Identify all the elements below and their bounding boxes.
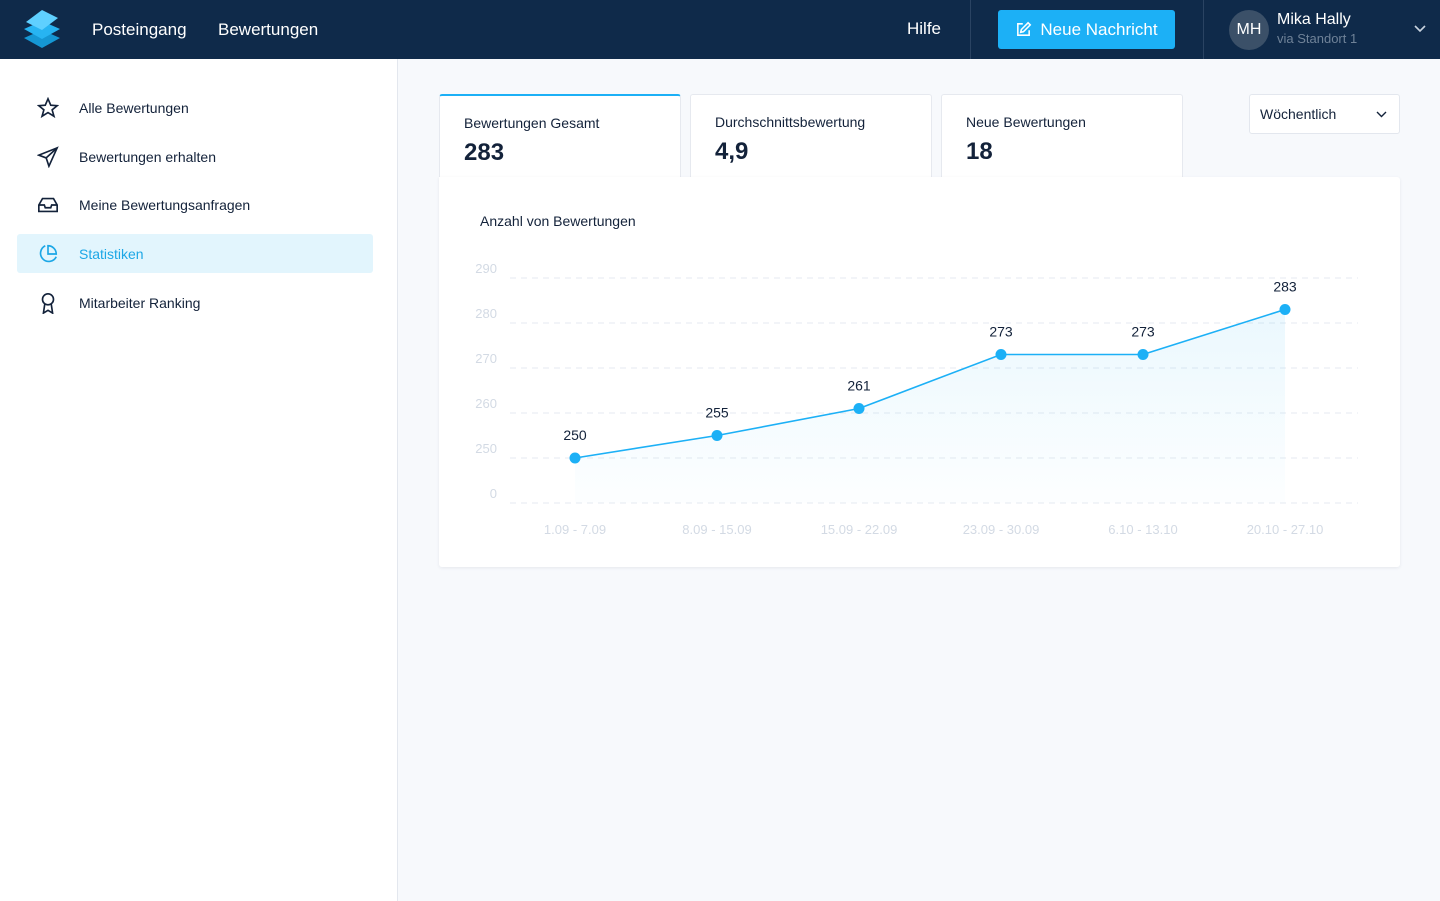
user-name: Mika Hally [1277, 11, 1351, 28]
button-label: Neue Nachricht [1040, 19, 1158, 39]
y-tick-label: 250 [475, 441, 497, 456]
stat-card[interactable]: Bewertungen Gesamt 283 [439, 94, 681, 177]
separator [970, 0, 971, 59]
stat-value: 4,9 [715, 138, 749, 165]
stat-value: 283 [464, 139, 505, 166]
x-tick-label: 15.09 - 22.09 [821, 522, 898, 537]
sidebar-label: Alle Bewertungen [79, 99, 189, 116]
sidebar-label: Statistiken [79, 245, 144, 262]
sidebar-label: Mitarbeiter Ranking [79, 294, 201, 311]
sidebar-item-active[interactable]: Statistiken [17, 234, 373, 273]
new-message-button[interactable]: Neue Nachricht [998, 10, 1175, 49]
stat-value: 18 [966, 138, 993, 165]
sidebar-item[interactable]: Alle Bewertungen [17, 88, 373, 127]
y-tick-label: 260 [475, 396, 497, 411]
pie-icon [39, 244, 58, 262]
chart-title: Anzahl von Bewertungen [480, 213, 636, 229]
star-icon [37, 96, 59, 118]
data-label: 261 [847, 378, 871, 394]
chevron [1376, 111, 1387, 118]
stat-label: Bewertungen Gesamt [464, 115, 600, 131]
data-label: 250 [563, 427, 587, 443]
y-tick-label: 0 [490, 486, 497, 501]
data-point [853, 403, 865, 414]
x-tick-label: 6.10 - 13.10 [1108, 522, 1177, 537]
period-label: Wöchentlich [1260, 106, 1337, 122]
sidebar-label: Bewertungen erhalten [79, 148, 216, 165]
send-icon [37, 145, 59, 168]
line [574, 308, 1286, 459]
data-point [1279, 304, 1291, 315]
sidebar-item[interactable]: Meine Bewertungsanfragen [17, 185, 373, 224]
edit-icon [1017, 21, 1032, 36]
data-point [711, 430, 723, 441]
user-location: via Standort 1 [1277, 31, 1358, 46]
period-select[interactable]: Wöchentlich [1249, 94, 1400, 134]
x-tick-label: 23.09 - 30.09 [963, 522, 1040, 537]
y-tick-label: 280 [475, 306, 497, 321]
nav-link[interactable]: Bewertungen [218, 20, 319, 39]
data-label: 273 [1131, 324, 1155, 340]
chart: Anzahl von Bewertungen 0 250 260 270 280 290 1… [475, 213, 1358, 537]
award-icon [41, 292, 55, 314]
stat-label: Neue Bewertungen [966, 114, 1086, 130]
nav-link[interactable]: Posteingang [92, 20, 187, 39]
data-point [995, 349, 1007, 360]
avatar[interactable]: MH [1229, 10, 1269, 50]
help-link[interactable]: Hilfe [907, 19, 942, 38]
inbox-icon [38, 197, 58, 212]
sidebar-label: Meine Bewertungsanfragen [79, 196, 251, 213]
logo[interactable] [22, 8, 62, 50]
x-tick-label: 20.10 - 27.10 [1247, 522, 1324, 537]
user-menu-chevron[interactable] [1414, 24, 1426, 34]
x-tick-label: 1.09 - 7.09 [544, 522, 606, 537]
data-label: 255 [705, 405, 729, 421]
area [575, 309, 1285, 503]
y-tick-label: 270 [475, 351, 497, 366]
stat-label: Durchschnittsbewertung [715, 114, 866, 130]
data-label: 273 [989, 324, 1013, 340]
x-tick-label: 8.09 - 15.09 [682, 522, 751, 537]
sidebar-item[interactable]: Bewertungen erhalten [17, 137, 373, 176]
data-point [569, 452, 581, 464]
chart-card: Anzahl von Bewertungen 0 250 260 270 280 290 1… [439, 177, 1400, 567]
sidebar-item[interactable]: Mitarbeiter Ranking [17, 283, 373, 322]
data-label: 283 [1273, 279, 1297, 295]
y-tick-label: 290 [475, 261, 497, 276]
data-point [1137, 349, 1149, 360]
stat-card[interactable]: Neue Bewertungen 18 [941, 94, 1183, 177]
stat-card[interactable]: Durchschnittsbewertung 4,9 [690, 94, 932, 177]
separator [1203, 0, 1204, 59]
top-bar: Posteingang Bewertungen Hilfe Neue Nachr… [0, 0, 1440, 59]
sidebar: Alle Bewertungen Bewertungen erhalten Me… [0, 59, 398, 901]
